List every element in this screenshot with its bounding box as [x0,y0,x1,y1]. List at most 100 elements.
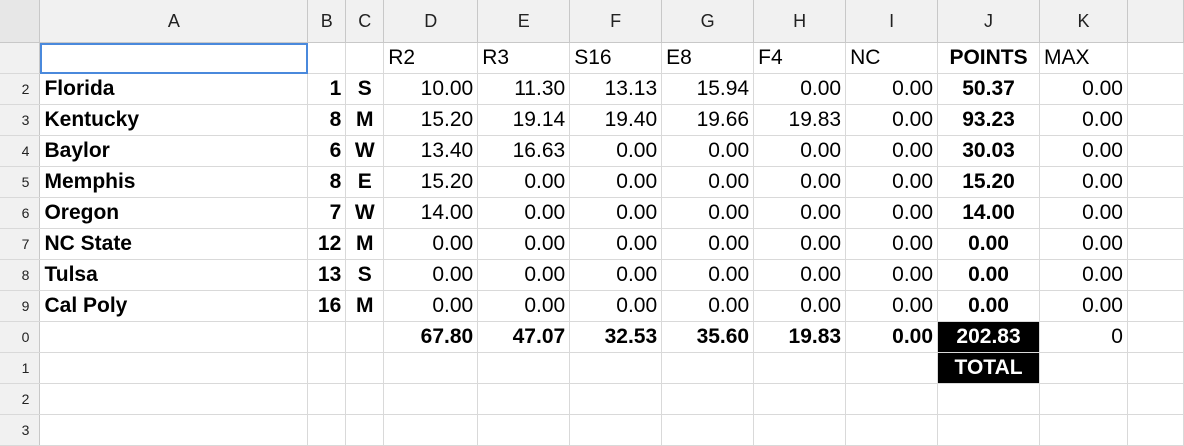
header-cell-f4[interactable]: F4 [753,42,847,74]
cell[interactable] [477,414,571,446]
team-name-cell[interactable]: NC State [39,228,309,260]
f4-cell[interactable]: 19.83 [753,104,847,136]
r2-cell[interactable]: 15.20 [383,104,479,136]
header-cell-s16[interactable]: S16 [569,42,663,74]
cell[interactable] [477,383,571,415]
f4-cell[interactable]: 0.00 [753,197,847,229]
seed-cell[interactable]: 8 [307,166,347,198]
f4-cell[interactable]: 0.00 [753,135,847,167]
column-header-i[interactable]: I [845,0,939,43]
cell[interactable] [477,352,571,384]
e8-cell[interactable]: 0.00 [661,197,755,229]
cell[interactable] [307,414,347,446]
max-cell[interactable]: 0.00 [1039,166,1128,198]
cell[interactable] [937,414,1041,446]
cell[interactable] [1127,104,1184,136]
cell[interactable] [307,383,347,415]
column-header-d[interactable]: D [383,0,479,43]
cell[interactable] [345,352,385,384]
cell[interactable] [1127,259,1184,291]
column-header-f[interactable]: F [569,0,663,43]
max-cell[interactable]: 0.00 [1039,73,1128,105]
cell[interactable] [345,414,385,446]
max-cell[interactable]: 0.00 [1039,259,1128,291]
f4-cell[interactable]: 0.00 [753,228,847,260]
cell[interactable] [1127,166,1184,198]
e8-cell[interactable]: 15.94 [661,73,755,105]
total-s16-cell[interactable]: 32.53 [569,321,663,353]
e8-cell[interactable]: 0.00 [661,259,755,291]
team-name-cell[interactable]: Oregon [39,197,309,229]
total-max-cell[interactable]: 0 [1039,321,1128,353]
r2-cell[interactable]: 15.20 [383,166,479,198]
total-r2-cell[interactable]: 67.80 [383,321,479,353]
f4-cell[interactable]: 0.00 [753,166,847,198]
cell[interactable] [569,383,663,415]
seed-cell[interactable]: 7 [307,197,347,229]
header-cell-e8[interactable]: E8 [661,42,755,74]
r2-cell[interactable]: 0.00 [383,228,479,260]
r3-cell[interactable]: 11.30 [477,73,571,105]
region-cell[interactable]: M [345,104,385,136]
cell[interactable] [39,383,309,415]
column-header-e[interactable]: E [477,0,571,43]
cell[interactable] [1039,352,1128,384]
cell[interactable] [1039,383,1128,415]
cell[interactable] [753,383,847,415]
cell[interactable] [661,414,755,446]
header-cell-points[interactable]: POINTS [937,42,1041,74]
cell[interactable] [937,383,1041,415]
region-cell[interactable]: M [345,290,385,322]
region-cell[interactable]: W [345,197,385,229]
r2-cell[interactable]: 13.40 [383,135,479,167]
r3-cell[interactable]: 0.00 [477,259,571,291]
points-cell[interactable]: 0.00 [937,228,1041,260]
row-number[interactable]: 3 [0,104,41,136]
points-cell[interactable]: 93.23 [937,104,1041,136]
e8-cell[interactable]: 19.66 [661,104,755,136]
seed-cell[interactable]: 8 [307,104,347,136]
points-cell[interactable]: 15.20 [937,166,1041,198]
total-points-cell[interactable]: 202.83 [937,321,1041,353]
cell[interactable] [1127,228,1184,260]
total-r3-cell[interactable]: 47.07 [477,321,571,353]
row-number[interactable]: 6 [0,197,41,229]
row-number[interactable]: 8 [0,259,41,291]
f4-cell[interactable]: 0.00 [753,73,847,105]
column-header-j[interactable]: J [937,0,1041,43]
cell[interactable] [383,414,479,446]
row-number[interactable]: 0 [0,321,41,353]
r2-cell[interactable]: 14.00 [383,197,479,229]
region-cell[interactable]: S [345,259,385,291]
row-number[interactable]: 2 [0,383,41,415]
seed-cell[interactable]: 13 [307,259,347,291]
region-cell[interactable]: M [345,228,385,260]
cell[interactable] [753,414,847,446]
s16-cell[interactable]: 0.00 [569,228,663,260]
r3-cell[interactable]: 16.63 [477,135,571,167]
f4-cell[interactable]: 0.00 [753,259,847,291]
column-header-g[interactable]: G [661,0,755,43]
team-name-cell[interactable]: Kentucky [39,104,309,136]
s16-cell[interactable]: 0.00 [569,290,663,322]
cell[interactable] [1127,197,1184,229]
total-e8-cell[interactable]: 35.60 [661,321,755,353]
column-header-c[interactable]: C [345,0,385,43]
max-cell[interactable]: 0.00 [1039,228,1128,260]
r3-cell[interactable]: 0.00 [477,290,571,322]
s16-cell[interactable]: 0.00 [569,135,663,167]
cell[interactable] [1127,414,1184,446]
row-number[interactable]: 3 [0,414,41,446]
nc-cell[interactable]: 0.00 [845,228,939,260]
e8-cell[interactable]: 0.00 [661,228,755,260]
header-cell-r2[interactable]: R2 [383,42,479,74]
s16-cell[interactable]: 0.00 [569,259,663,291]
s16-cell[interactable]: 13.13 [569,73,663,105]
r3-cell[interactable]: 19.14 [477,104,571,136]
row-number[interactable]: 5 [0,166,41,198]
r3-cell[interactable]: 0.00 [477,166,571,198]
team-name-cell[interactable]: Cal Poly [39,290,309,322]
header-cell-nc[interactable]: NC [845,42,939,74]
max-cell[interactable]: 0.00 [1039,290,1128,322]
seed-cell[interactable]: 6 [307,135,347,167]
